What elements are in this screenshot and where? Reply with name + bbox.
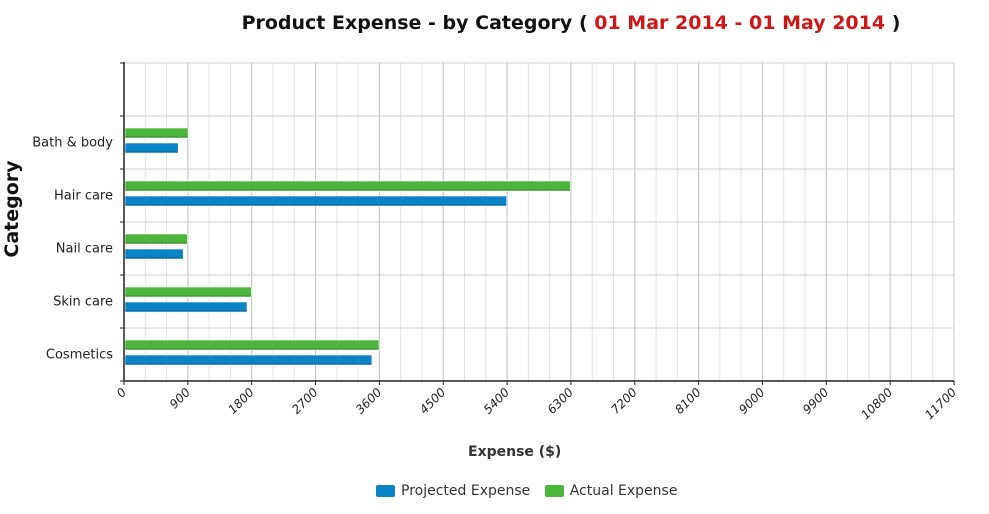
x-tick-label: 0	[114, 385, 130, 401]
bar-projected-4	[124, 142, 179, 154]
legend-item-projected[interactable]: Projected Expense	[376, 483, 530, 499]
chart-title-range-open: (	[578, 12, 595, 34]
bar-shadow-projected-2	[125, 257, 184, 259]
bar-projected-3	[124, 195, 507, 207]
x-tick-label: 7200	[608, 385, 640, 417]
x-tick-label: 900	[167, 385, 193, 411]
x-tick-label: 6300	[545, 385, 577, 417]
bar-shadow-actual-1	[125, 295, 252, 297]
x-tick-label: 5400	[481, 385, 513, 417]
bar-actual-4	[124, 127, 189, 139]
x-tick-label: 9000	[736, 385, 768, 417]
bar-shadow-actual-4	[125, 136, 189, 138]
chart-grid	[123, 62, 955, 382]
bar-actual-2	[124, 233, 188, 245]
legend-swatch-projected	[376, 485, 395, 497]
chart-title-text: Product Expense - by Category	[241, 12, 573, 34]
chart-legend: Projected Expense Actual Expense	[376, 483, 687, 501]
bar-shadow-actual-0	[125, 348, 379, 350]
bar-shadow-actual-2	[125, 242, 188, 244]
category-label: Skin care	[53, 295, 113, 310]
bar-actual-1	[124, 286, 252, 298]
bar-shadow-projected-0	[125, 363, 372, 365]
x-tick-label: 8100	[672, 385, 704, 417]
bar-projected-2	[124, 248, 184, 260]
x-axis-title: Expense ($)	[468, 444, 562, 460]
x-tick-label: 2700	[289, 385, 321, 417]
bar-shadow-actual-3	[125, 189, 571, 191]
bar-actual-3	[124, 180, 571, 192]
y-axis-title: Category	[1, 160, 23, 258]
x-tick-label: 10800	[858, 385, 895, 422]
x-tick-labels: 0 900 1800 2700 3600 4500 5400 6300 7200 8100 9000…	[114, 385, 960, 422]
chart-title-range-close: )	[885, 12, 901, 34]
chart-bars	[124, 127, 571, 366]
x-tick-label: 11700	[922, 385, 959, 422]
bar-shadow-projected-1	[125, 310, 248, 312]
bar-projected-0	[124, 354, 373, 366]
legend-swatch-actual	[544, 485, 564, 497]
legend-label-projected: Projected Expense	[401, 483, 531, 499]
chart-title-range: 01 Mar 2014 - 01 May 2014	[594, 12, 886, 34]
legend-item-actual[interactable]: Actual Expense	[544, 483, 678, 499]
legend-label-actual: Actual Expense	[569, 483, 678, 499]
bar-actual-0	[124, 339, 380, 351]
x-tick-label: 4500	[417, 385, 449, 417]
y-category-labels: Cosmetics Skin care Nail care Hair care Bath…	[32, 136, 113, 363]
category-label: Cosmetics	[46, 348, 113, 363]
bar-shadow-projected-4	[125, 151, 179, 153]
bar-shadow-projected-3	[125, 204, 507, 206]
chart-axes	[120, 62, 955, 385]
category-label: Hair care	[54, 189, 113, 204]
x-tick-label: 1800	[225, 385, 257, 417]
x-tick-label: 9900	[800, 385, 832, 417]
bar-projected-1	[124, 301, 248, 313]
category-label: Bath & body	[32, 136, 113, 151]
chart-title: Product Expense - by Category ( 01 Mar 2…	[0, 12, 989, 34]
x-tick-label: 3600	[353, 385, 385, 417]
category-label: Nail care	[56, 242, 113, 257]
